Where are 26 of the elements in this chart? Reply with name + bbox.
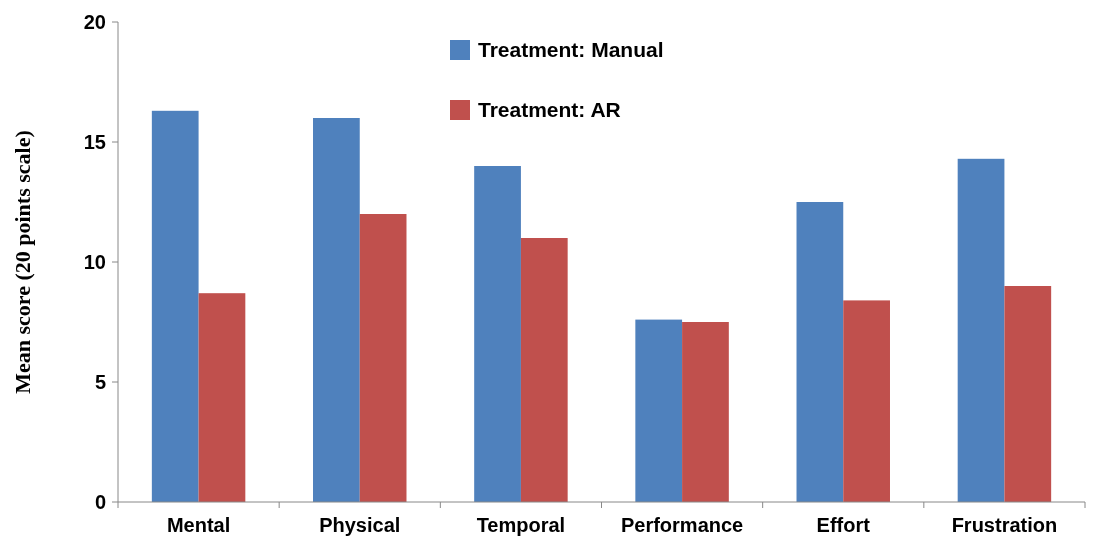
bar xyxy=(682,322,729,502)
y-axis-title: Mean score (20 points scale) xyxy=(10,130,35,394)
legend-label: Treatment: Manual xyxy=(478,38,664,62)
bar xyxy=(198,293,246,502)
bar xyxy=(1004,286,1052,502)
bar xyxy=(474,166,521,502)
x-tick-label: Frustration xyxy=(951,514,1058,536)
bar xyxy=(151,110,199,502)
bar xyxy=(520,238,568,502)
y-tick-label: 20 xyxy=(83,11,106,33)
bar xyxy=(359,214,407,502)
bar xyxy=(796,202,844,502)
x-tick-label: Performance xyxy=(620,514,744,536)
legend-label: Treatment: AR xyxy=(478,98,621,122)
x-tick-label: Mental xyxy=(166,514,231,536)
y-tick-label: 0 xyxy=(94,491,106,513)
bar xyxy=(957,158,1005,502)
x-tick-label: Temporal xyxy=(476,514,566,536)
bar xyxy=(313,118,360,502)
bar xyxy=(843,300,890,502)
x-tick-label: Physical xyxy=(319,514,401,536)
y-tick-label: 10 xyxy=(83,251,106,273)
y-tick-label: 5 xyxy=(94,371,106,393)
y-tick-label: 15 xyxy=(83,131,106,153)
x-tick-label: Effort xyxy=(816,514,871,536)
bar xyxy=(635,319,683,502)
